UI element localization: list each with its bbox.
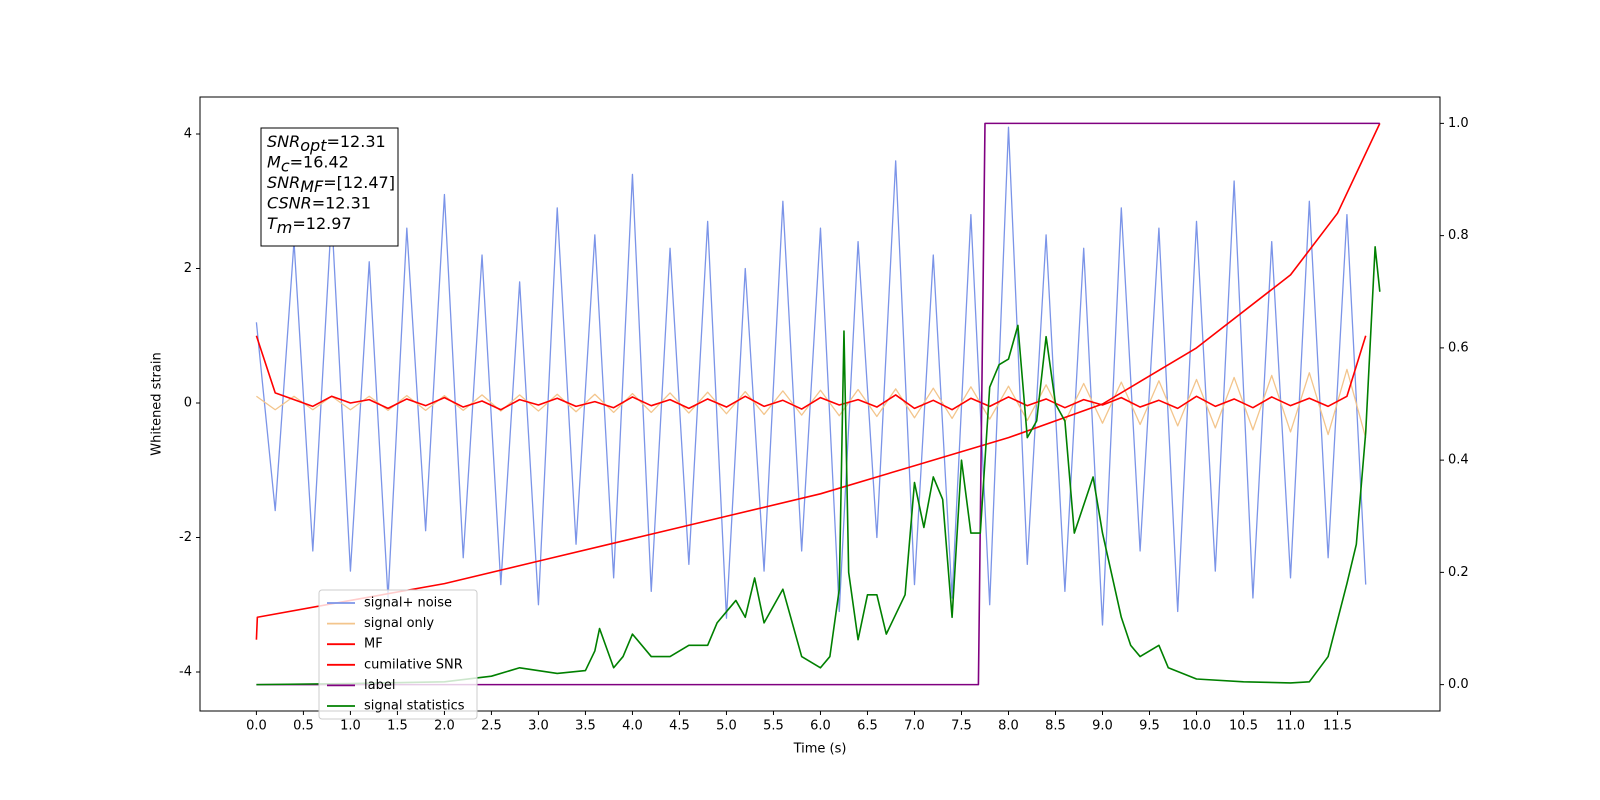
- x-axis-label: Time (s): [793, 742, 847, 757]
- series-line: [256, 122, 1380, 686]
- annotation-subscript: c: [281, 156, 290, 175]
- annotation-symbol: M: [267, 152, 281, 171]
- y2-tick-label: 1.0: [1448, 116, 1469, 131]
- x-tick-label: 1.0: [340, 719, 361, 734]
- annotation-subscript: m: [277, 218, 293, 237]
- x-tick-label: 8.5: [1045, 719, 1066, 734]
- legend-label: signal only: [364, 616, 434, 631]
- x-tick-label: 6.5: [857, 719, 878, 734]
- y2-tick-label: 0.2: [1448, 565, 1469, 580]
- x-tick-label: 7.0: [904, 719, 925, 734]
- y2-tick-label: 0.6: [1448, 340, 1469, 355]
- x-tick-label: 5.0: [716, 719, 737, 734]
- y-tick-label: 2: [184, 261, 192, 276]
- annotation-symbol: SNR: [267, 132, 300, 151]
- x-tick-label: 8.0: [998, 719, 1019, 734]
- annotation-symbol: SNR: [267, 173, 300, 192]
- series-line: [255, 335, 1367, 411]
- x-tick-label: 4.0: [622, 719, 643, 734]
- annotation-symbol: T: [267, 214, 278, 233]
- legend-label: signal statistics: [364, 699, 465, 714]
- y2-tick-label: 0.4: [1448, 453, 1469, 468]
- annotation-subscript: MF: [300, 177, 324, 196]
- x-tick-label: 0.5: [293, 719, 314, 734]
- x-tick-label: 2.5: [481, 719, 502, 734]
- x-tick-label: 11.5: [1323, 719, 1352, 734]
- annotation-value: =12.97: [292, 214, 351, 233]
- x-tick-label: 0.0: [246, 719, 267, 734]
- annotation-value: =[12.47]: [323, 173, 395, 192]
- annotation-line: Tm=12.97: [267, 214, 352, 237]
- x-tick-label: 1.5: [387, 719, 408, 734]
- x-tick-label: 3.5: [575, 719, 596, 734]
- x-tick-label: 2.0: [434, 719, 455, 734]
- annotation-subscript: opt: [300, 136, 327, 155]
- legend-frame: [318, 589, 478, 720]
- y-tick-label: -2: [179, 530, 192, 545]
- x-tick-label: 4.5: [669, 719, 690, 734]
- x-tick-label: 5.5: [763, 719, 784, 734]
- annotation-value: =12.31: [312, 193, 371, 212]
- y-tick-label: 0: [184, 395, 192, 410]
- legend: signal+ noise signal only MF cumilative SNR…: [318, 589, 478, 720]
- legend-label: label: [364, 678, 395, 693]
- legend-label: MF: [364, 637, 383, 652]
- y-tick-label: -4: [179, 664, 192, 679]
- x-tick-label: 11.0: [1276, 719, 1305, 734]
- y2-tick-label: 0.0: [1448, 677, 1469, 692]
- annotation-symbol: CSNR: [267, 193, 312, 212]
- series-line: [255, 126, 1367, 626]
- series-line: [256, 246, 1381, 686]
- annotation-line: SNRopt=12.31: [267, 132, 386, 155]
- x-tick-label: 9.5: [1139, 719, 1160, 734]
- y2-tick-label: 0.8: [1448, 228, 1469, 243]
- annotation-value: =12.31: [326, 132, 385, 151]
- x-tick-label: 9.0: [1092, 719, 1113, 734]
- y-axis-label: Whitened strain: [150, 352, 165, 455]
- x-tick-label: 10.0: [1182, 719, 1211, 734]
- annotation-frame: [260, 127, 399, 247]
- annotation-value: =16.42: [290, 152, 349, 171]
- annotation-line: CSNR=12.31: [267, 193, 371, 212]
- annotation-box: SNRopt=12.31Mc=16.42SNRMF=[12.47]CSNR=12…: [260, 127, 399, 247]
- annotation-line: Mc=16.42: [267, 152, 349, 175]
- legend-label: cumilative SNR: [364, 657, 463, 672]
- x-tick-label: 10.5: [1229, 719, 1258, 734]
- x-tick-label: 3.0: [528, 719, 549, 734]
- x-tick-label: 7.5: [951, 719, 972, 734]
- legend-label: signal+ noise: [364, 596, 452, 611]
- annotation-line: SNRMF=[12.47]: [267, 173, 395, 196]
- x-tick-label: 6.0: [810, 719, 831, 734]
- y-tick-label: 4: [184, 126, 192, 141]
